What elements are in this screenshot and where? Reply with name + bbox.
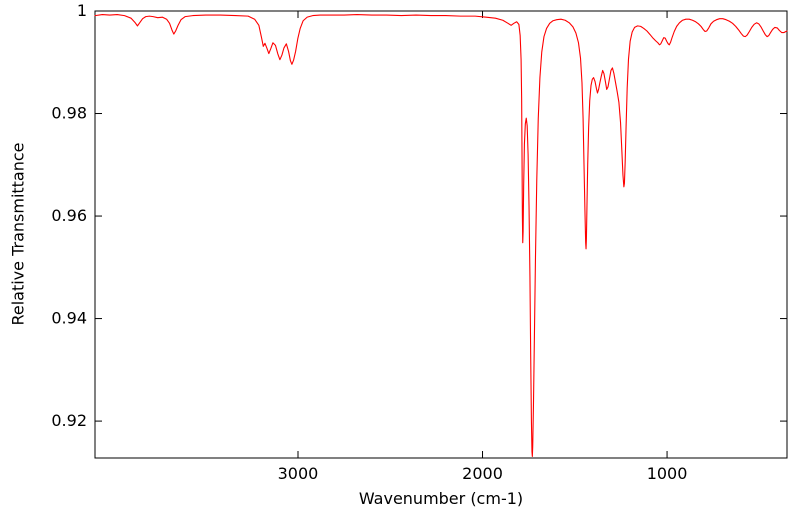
x-tick-label: 1000 bbox=[647, 464, 688, 483]
y-tick-label: 0.94 bbox=[51, 309, 87, 328]
y-tick-label: 0.98 bbox=[51, 104, 87, 123]
y-tick-label: 0.92 bbox=[51, 411, 87, 430]
x-tick-label: 3000 bbox=[278, 464, 319, 483]
y-tick-label: 0.96 bbox=[51, 206, 87, 225]
spectrum-line bbox=[94, 14, 788, 458]
x-tick-label: 2000 bbox=[462, 464, 503, 483]
plot-border bbox=[94, 10, 788, 459]
y-axis-label: Relative Transmittance bbox=[8, 142, 28, 326]
x-axis-label: Wavenumber (cm-1) bbox=[358, 489, 524, 508]
y-tick-label: 1 bbox=[77, 1, 87, 20]
